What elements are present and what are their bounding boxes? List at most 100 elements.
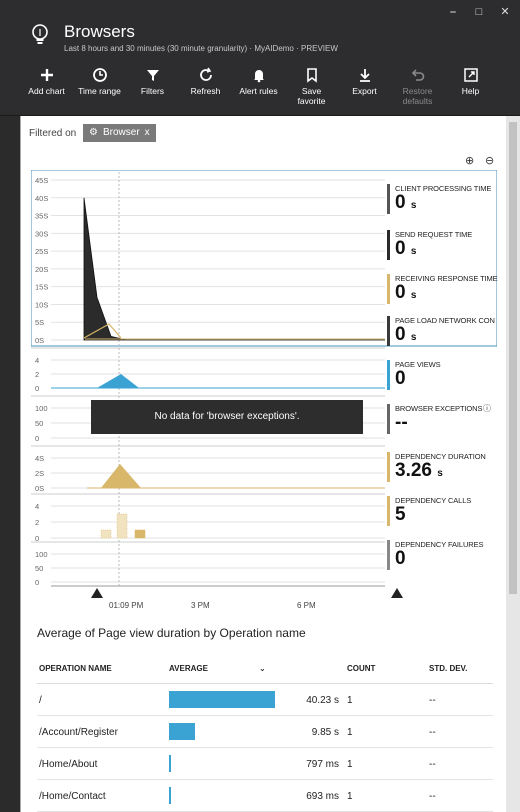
y-tick-label: 100 [35, 404, 48, 413]
metric-tile[interactable]: DEPENDENCY DURATION 3.26 s [387, 452, 505, 484]
dependency-calls-bar [134, 529, 146, 539]
metric-color-bar [387, 360, 390, 390]
cell-count: 1 [347, 759, 353, 770]
cell-average: 9.85 s [311, 727, 339, 738]
y-tick-label: 2 [35, 518, 39, 527]
metric-color-bar [387, 316, 390, 346]
table-row[interactable]: /Home/About 797 ms 1 -- [37, 748, 493, 780]
metric-label: DEPENDENCY FAILURES [395, 540, 484, 549]
y-tick-label: 5S [35, 318, 44, 327]
metric-color-bar [387, 404, 390, 434]
info-icon[interactable]: ⓘ [483, 404, 491, 413]
time-axis-label: 3 PM [191, 601, 210, 610]
cell-operation: /Home/Contact [39, 791, 106, 802]
download-icon [359, 69, 370, 82]
scroll-thumb[interactable] [509, 122, 517, 594]
metric-value: 0 [395, 548, 406, 569]
zoom-in-icon[interactable]: ⊕ [465, 155, 475, 167]
table-row[interactable]: / 40.23 s 1 -- [37, 684, 493, 716]
command-bell[interactable]: Alert rules [232, 62, 285, 115]
command-clock[interactable]: Time range [73, 62, 126, 115]
y-tick-label: 50 [35, 564, 43, 573]
metric-color-bar [387, 230, 390, 260]
cell-average: 693 ms [306, 791, 339, 802]
cell-std-dev: -- [429, 759, 436, 770]
y-tick-label: 0S [35, 336, 44, 345]
metric-value-wrap: -- [395, 413, 505, 436]
y-tick-label: 2S [35, 469, 44, 478]
metric-label: CLIENT PROCESSING TIME [395, 184, 492, 193]
filter-label: Filtered on [29, 128, 77, 139]
main-chart-frame [31, 170, 497, 347]
title-bar: Browsers Last 8 hours and 30 minutes (30… [0, 0, 520, 62]
command-help[interactable]: Help [444, 62, 497, 115]
command-bookmark[interactable]: Save favorite [285, 62, 338, 115]
y-tick-label: 45S [35, 176, 48, 185]
zoom-out-icon[interactable]: ⊖ [485, 155, 495, 167]
filter-chip-browser[interactable]: ⚙ Browser x [83, 124, 156, 142]
metric-tile[interactable]: PAGE VIEWS 0 [387, 360, 505, 392]
metric-value-wrap: 0 s [395, 193, 505, 216]
close-icon[interactable]: ✕ [500, 6, 510, 18]
series-area-page-load-network [83, 197, 385, 341]
metric-tile[interactable]: DEPENDENCY CALLS 5 [387, 496, 505, 528]
plus-icon [40, 69, 53, 81]
header-average[interactable]: AVERAGE [169, 664, 208, 673]
metric-value-wrap: 3.26 s [395, 461, 505, 484]
cell-std-dev: -- [429, 727, 436, 738]
metric-label: PAGE LOAD NETWORK CON [395, 316, 495, 325]
metric-color-bar [387, 540, 390, 570]
clock-icon [92, 68, 107, 82]
y-tick-label: 0 [35, 534, 39, 543]
command-filter[interactable]: Filters [126, 62, 179, 115]
command-refresh[interactable]: Refresh [179, 62, 232, 115]
command-download[interactable]: Export [338, 62, 391, 115]
y-tick-label: 20S [35, 265, 48, 274]
metric-label: BROWSER EXCEPTIONS [395, 404, 483, 413]
cell-std-dev: -- [429, 695, 436, 706]
y-tick-label: 40S [35, 194, 48, 203]
metric-tile[interactable]: BROWSER EXCEPTIONS -- ⓘ [387, 404, 505, 436]
table-title: Average of Page view duration by Operati… [37, 626, 306, 640]
dependency-calls-bar [100, 529, 112, 539]
y-tick-label: 30S [35, 229, 48, 238]
y-tick-label: 4S [35, 454, 44, 463]
average-bar [169, 723, 195, 740]
filter-chip-close[interactable]: x [144, 127, 150, 138]
cell-average: 40.23 s [306, 695, 339, 706]
metric-tile[interactable]: CLIENT PROCESSING TIME 0 s [387, 184, 505, 216]
metric-unit: s [410, 200, 417, 211]
time-range-start-handle [91, 588, 103, 598]
metric-label: DEPENDENCY CALLS [395, 496, 472, 505]
metric-tile[interactable]: DEPENDENCY FAILURES 0 [387, 540, 505, 572]
filter-icon [146, 70, 159, 81]
command-plus[interactable]: Add chart [20, 62, 73, 115]
command-label: Refresh [190, 86, 221, 96]
table-row[interactable]: /Account/Register 9.85 s 1 -- [37, 716, 493, 748]
command-label: Filters [140, 86, 165, 96]
command-label: Save favorite [297, 86, 326, 106]
metric-tile[interactable]: PAGE LOAD NETWORK CON 0 s [387, 316, 505, 348]
undo-icon [411, 69, 424, 81]
metric-value: -- [395, 412, 408, 433]
minimize-icon[interactable]: ⎯ [450, 6, 456, 18]
metric-color-bar [387, 496, 390, 526]
header-count[interactable]: COUNT [347, 664, 376, 673]
chevron-down-icon[interactable]: ⌄ [259, 664, 266, 673]
y-tick-label: 0 [35, 578, 39, 587]
metric-unit: s [410, 290, 417, 301]
maximize-icon[interactable]: □ [475, 6, 483, 18]
metric-tile[interactable]: SEND REQUEST TIME 0 s [387, 230, 505, 262]
scrollbar[interactable] [506, 116, 520, 812]
metric-color-bar [387, 184, 390, 214]
bell-icon [253, 70, 264, 83]
header-operation[interactable]: OPERATION NAME [39, 664, 112, 673]
cell-count: 1 [347, 727, 353, 738]
filter-chip-label: Browser [102, 127, 140, 138]
metric-tile[interactable]: RECEIVING RESPONSE TIME 0 s [387, 274, 505, 306]
table-row[interactable]: /Home/Contact 693 ms 1 -- [37, 780, 493, 812]
cell-count: 1 [347, 695, 353, 706]
header-std-dev[interactable]: STD. DEV. [429, 664, 468, 673]
y-tick-label: 0 [35, 384, 39, 393]
metric-value: 0 [395, 282, 406, 303]
